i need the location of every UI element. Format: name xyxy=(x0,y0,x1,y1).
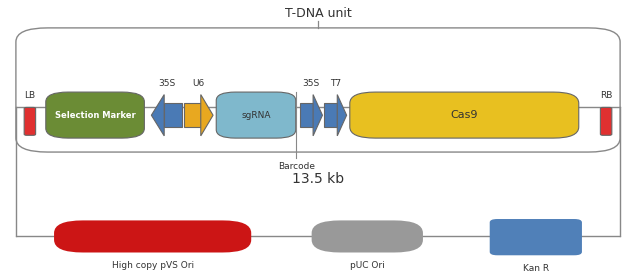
Text: 35S: 35S xyxy=(303,79,320,88)
Text: Selection Marker: Selection Marker xyxy=(55,110,135,120)
Text: 35S: 35S xyxy=(158,79,176,88)
Polygon shape xyxy=(184,103,201,127)
Polygon shape xyxy=(313,95,322,136)
FancyBboxPatch shape xyxy=(54,220,251,252)
Polygon shape xyxy=(324,103,337,127)
Text: U6: U6 xyxy=(192,79,205,88)
Polygon shape xyxy=(164,103,182,127)
Text: High copy pVS Ori: High copy pVS Ori xyxy=(111,261,194,270)
FancyBboxPatch shape xyxy=(24,107,36,135)
Text: Cas9: Cas9 xyxy=(450,110,478,120)
Text: Barcode: Barcode xyxy=(278,162,315,171)
Text: Kan R: Kan R xyxy=(523,264,549,273)
FancyBboxPatch shape xyxy=(46,92,144,138)
Text: sgRNA: sgRNA xyxy=(241,110,271,120)
Polygon shape xyxy=(337,95,347,136)
FancyBboxPatch shape xyxy=(312,220,423,252)
Polygon shape xyxy=(151,95,164,136)
FancyBboxPatch shape xyxy=(490,219,582,255)
Text: T7: T7 xyxy=(330,79,341,88)
FancyBboxPatch shape xyxy=(216,92,296,138)
Text: pUC Ori: pUC Ori xyxy=(350,261,385,270)
Polygon shape xyxy=(300,103,313,127)
Text: 13.5 kb: 13.5 kb xyxy=(292,172,344,186)
Text: RB: RB xyxy=(600,92,612,100)
Text: T-DNA unit: T-DNA unit xyxy=(285,7,351,20)
Polygon shape xyxy=(201,95,213,136)
FancyBboxPatch shape xyxy=(350,92,579,138)
FancyBboxPatch shape xyxy=(600,107,612,135)
Text: LB: LB xyxy=(24,92,36,100)
